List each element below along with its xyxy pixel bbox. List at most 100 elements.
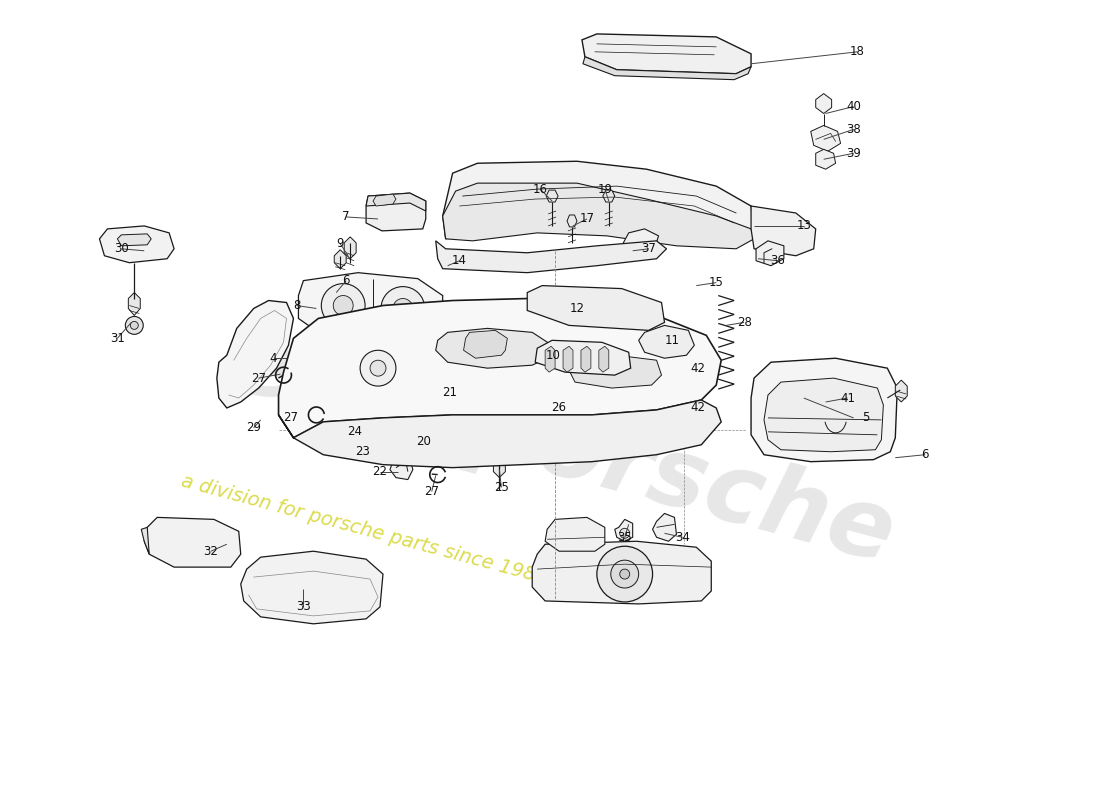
Text: 5: 5 [861, 411, 869, 425]
Text: 8: 8 [293, 299, 300, 312]
Polygon shape [764, 378, 883, 452]
Polygon shape [416, 425, 470, 465]
Text: 36: 36 [770, 254, 785, 267]
Polygon shape [373, 194, 396, 206]
Polygon shape [895, 380, 908, 402]
Polygon shape [811, 126, 840, 151]
Circle shape [393, 298, 412, 318]
Circle shape [321, 284, 365, 327]
Text: 37: 37 [641, 242, 656, 255]
Polygon shape [366, 193, 426, 231]
Polygon shape [652, 514, 676, 542]
Text: 39: 39 [846, 146, 861, 160]
Text: 30: 30 [114, 242, 129, 255]
Text: 23: 23 [354, 446, 370, 458]
Polygon shape [463, 330, 507, 358]
Text: 14: 14 [452, 254, 468, 267]
Text: 26: 26 [551, 402, 566, 414]
Polygon shape [442, 162, 754, 239]
Polygon shape [536, 340, 630, 375]
Polygon shape [603, 190, 615, 202]
Polygon shape [546, 346, 556, 372]
Text: 22: 22 [373, 465, 387, 478]
Text: 11: 11 [666, 334, 680, 347]
Polygon shape [583, 57, 751, 80]
Polygon shape [368, 418, 390, 440]
Polygon shape [144, 518, 241, 567]
Circle shape [447, 438, 459, 450]
Polygon shape [527, 286, 664, 330]
Text: 20: 20 [416, 435, 431, 448]
Circle shape [381, 286, 425, 330]
Polygon shape [494, 454, 505, 478]
Circle shape [428, 437, 443, 453]
Circle shape [360, 350, 396, 386]
Text: 40: 40 [846, 100, 861, 113]
Polygon shape [546, 190, 558, 202]
Polygon shape [442, 183, 754, 249]
Polygon shape [615, 519, 632, 542]
Polygon shape [569, 355, 661, 388]
Polygon shape [334, 250, 346, 269]
Text: 34: 34 [675, 530, 690, 544]
Polygon shape [298, 273, 442, 338]
Circle shape [610, 560, 639, 588]
Polygon shape [118, 234, 151, 246]
Text: 6: 6 [342, 274, 350, 287]
Text: 12: 12 [570, 302, 584, 315]
Circle shape [370, 360, 386, 376]
Polygon shape [756, 241, 784, 266]
Polygon shape [816, 150, 836, 170]
Text: 24: 24 [346, 426, 362, 438]
Polygon shape [581, 346, 591, 372]
Text: 15: 15 [708, 276, 724, 289]
Text: a division for porsche parts since 1985: a division for porsche parts since 1985 [179, 471, 550, 587]
Polygon shape [344, 237, 356, 258]
Polygon shape [621, 229, 659, 253]
Polygon shape [99, 226, 174, 262]
Text: 28: 28 [737, 316, 751, 329]
Text: 10: 10 [546, 349, 561, 362]
Text: 27: 27 [283, 411, 298, 425]
Polygon shape [667, 352, 698, 378]
Polygon shape [751, 358, 898, 462]
Polygon shape [639, 326, 694, 358]
Text: 42: 42 [691, 402, 706, 414]
Text: 38: 38 [846, 123, 861, 136]
Polygon shape [376, 438, 396, 460]
Polygon shape [532, 542, 712, 604]
Circle shape [333, 295, 353, 315]
Text: 9: 9 [337, 238, 344, 250]
Polygon shape [436, 328, 552, 368]
Text: 19: 19 [597, 182, 613, 196]
Polygon shape [217, 301, 294, 408]
Polygon shape [436, 241, 667, 273]
Circle shape [619, 569, 629, 579]
Polygon shape [816, 94, 832, 114]
Polygon shape [141, 527, 150, 554]
Polygon shape [751, 206, 816, 256]
Polygon shape [582, 34, 751, 74]
Text: 21: 21 [442, 386, 458, 398]
Polygon shape [448, 382, 458, 390]
Text: 27: 27 [251, 372, 266, 385]
Text: 41: 41 [840, 391, 855, 405]
Circle shape [130, 322, 139, 330]
Polygon shape [278, 400, 722, 468]
Polygon shape [817, 398, 854, 438]
Text: 32: 32 [204, 545, 218, 558]
Polygon shape [129, 293, 141, 315]
Text: 17: 17 [580, 213, 594, 226]
Text: 42: 42 [691, 362, 706, 374]
Text: 18: 18 [850, 46, 865, 58]
Text: 25: 25 [494, 481, 509, 494]
Circle shape [597, 546, 652, 602]
Polygon shape [546, 518, 605, 551]
Text: 4: 4 [270, 352, 277, 365]
Text: 13: 13 [796, 219, 811, 233]
Circle shape [619, 528, 629, 538]
Text: 7: 7 [342, 210, 350, 223]
Text: 16: 16 [532, 182, 548, 196]
Text: 27: 27 [425, 485, 439, 498]
Polygon shape [390, 454, 412, 479]
